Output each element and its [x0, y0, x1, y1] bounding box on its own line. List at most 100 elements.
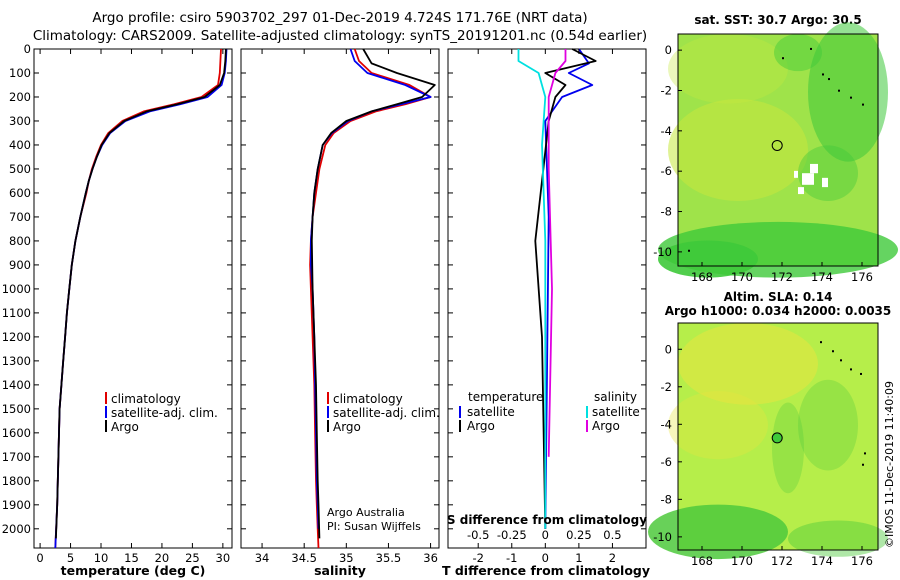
temperature-xtick-label-30: 30 [216, 551, 231, 565]
depth-tick-label-600: 600 [9, 186, 31, 200]
temperature-xtick-label-15: 15 [124, 551, 139, 565]
sst-map-island [822, 73, 824, 76]
sla-map-ytick-label-10: -10 [653, 530, 672, 544]
sst-map-island [850, 96, 852, 99]
salinity-annotation-line-1: Argo Australia [327, 506, 405, 519]
sst-map-ytick-label-6: -6 [661, 164, 672, 178]
difference-xlabel: T difference from climatology [442, 563, 650, 578]
sla-map-ytick-label-2: -2 [661, 380, 672, 394]
difference-s-tick-label-0: -0.5 [467, 528, 489, 542]
difference-s-tick-label-3: 0.25 [566, 528, 592, 542]
depth-tick-label-1200: 1200 [2, 330, 31, 344]
difference-legend-label-t-argo: Argo [467, 419, 495, 433]
timestamp-side-text: ©IMOS 11-Dec-2019 11:40:09 [883, 381, 896, 548]
difference-line-t-argo [534, 48, 597, 529]
depth-tick-label-900: 900 [9, 258, 31, 272]
sla-map-field-patch [668, 391, 768, 460]
temperature-line-climatology [54, 48, 222, 549]
salinity-line-argo [310, 48, 436, 539]
sla-map-island [850, 368, 852, 371]
sst-map-field-patch [808, 22, 888, 162]
salinity-xtick-label-35-5: 35.5 [376, 551, 402, 565]
difference-xtick-label-1: 1 [575, 551, 582, 565]
depth-tick-label-1600: 1600 [2, 426, 31, 440]
sst-map-island [862, 103, 864, 106]
salinity-xlabel: salinity [314, 563, 366, 578]
sla-map-xtick-label-170: 170 [731, 554, 753, 568]
temperature-line-satellite-adj-clim [54, 48, 228, 549]
depth-tick-label-800: 800 [9, 234, 31, 248]
sla-map-field-patch [798, 379, 858, 471]
sla-map-island [862, 463, 864, 466]
sst-map-frame [677, 33, 879, 267]
difference-s-tick-label-4: 0.5 [603, 528, 621, 542]
difference-legend-left-title: temperature [468, 390, 543, 404]
sla-map-xtick-label-172: 172 [771, 554, 793, 568]
sla-map-ytick-label-8: -8 [661, 492, 672, 506]
salinity-legend-label-climatology: climatology [333, 392, 403, 406]
depth-tick-label-200: 200 [9, 90, 31, 104]
depth-tick-label-1500: 1500 [2, 402, 31, 416]
difference-legend-label-s-satellite: satellite [592, 405, 640, 419]
depth-tick-label-1000: 1000 [2, 282, 31, 296]
sst-map-missing-data [810, 163, 818, 174]
sst-map-ytick-label-8: -8 [661, 205, 672, 219]
sst-map-island [828, 78, 830, 81]
sst-map-field-patch [668, 98, 808, 202]
depth-tick-label-1900: 1900 [2, 498, 31, 512]
temperature-xtick-label-25: 25 [185, 551, 200, 565]
temperature-legend: climatology satellite-adj. clim. Argo [105, 392, 218, 434]
depth-tick-label-1300: 1300 [2, 354, 31, 368]
sst-map-island [782, 57, 784, 60]
difference-panel: -2 -1 0 1 2 -0.5 -0.25 0 0.25 0.5 T difference f… [442, 48, 650, 578]
sst-map-island [838, 89, 840, 92]
difference-legend-label-t-satellite: satellite [467, 405, 515, 419]
temperature-legend-label-satellite: satellite-adj. clim. [111, 406, 218, 420]
temperature-line-argo [55, 48, 227, 539]
salinity-legend: climatology satellite-adj. clim. Argo [327, 392, 440, 434]
header-line-2: Climatology: CARS2009. Satellite-adjuste… [33, 28, 647, 44]
sla-map-island [860, 372, 862, 375]
depth-tick-label-2000: 2000 [2, 522, 31, 536]
sst-map-xtick-label-174: 174 [811, 270, 833, 284]
depth-tick-label-700: 700 [9, 210, 31, 224]
temperature-xlabel: temperature (deg C) [61, 563, 206, 578]
difference-line-s-argo [547, 49, 567, 457]
sst-map-xtick-label-176: 176 [851, 270, 873, 284]
sst-map-xtick-label-170: 170 [731, 270, 753, 284]
sst-map-missing-data [798, 187, 804, 195]
salinity-annotation-line-2: PI: Susan Wijffels [327, 520, 421, 533]
salinity-xtick-label-36: 36 [423, 551, 438, 565]
depth-tick-label-300: 300 [9, 114, 31, 128]
depth-tick-label-1800: 1800 [2, 474, 31, 488]
sst-map-field-patch [668, 34, 788, 104]
temperature-frame [33, 48, 233, 549]
difference-xtick-label-1: -1 [506, 551, 517, 565]
sst-map-ytick-label-0: 0 [665, 43, 672, 57]
salinity-panel: 34 34.5 35 35.5 36 salinity climatology sate… [240, 48, 440, 578]
sla-map-xtick-label-176: 176 [851, 554, 873, 568]
difference-top-label: S difference from climatology [447, 513, 647, 527]
sla-map-xtick-label-168: 168 [691, 554, 713, 568]
salinity-xtick-label-34-5: 34.5 [291, 551, 317, 565]
difference-s-tick-label-1: -0.25 [497, 528, 527, 542]
temperature-xtick-label-10: 10 [94, 551, 109, 565]
sst-map-title: sat. SST: 30.7 Argo: 30.5 [694, 13, 861, 27]
difference-line-s-satellite [517, 49, 547, 529]
depth-tick-label-400: 400 [9, 138, 31, 152]
sla-map-frame [677, 322, 879, 551]
sst-map-field-patch [798, 145, 858, 202]
temperature-xtick-label-0: 0 [36, 551, 43, 565]
sla-map-argo-marker [771, 432, 783, 444]
depth-tick-label-1400: 1400 [2, 378, 31, 392]
sst-map-missing-data [802, 173, 814, 185]
depth-tick-label-1700: 1700 [2, 450, 31, 464]
sst-map-missing-data [822, 177, 828, 188]
sla-map-ytick-label-6: -6 [661, 455, 672, 469]
sst-map-field-patch [774, 34, 822, 72]
temperature-xtick-label-20: 20 [155, 551, 170, 565]
difference-legend-right-title: salinity [594, 390, 637, 404]
temperature-legend-label-argo: Argo [111, 420, 139, 434]
difference-line-t-satellite [544, 48, 594, 529]
